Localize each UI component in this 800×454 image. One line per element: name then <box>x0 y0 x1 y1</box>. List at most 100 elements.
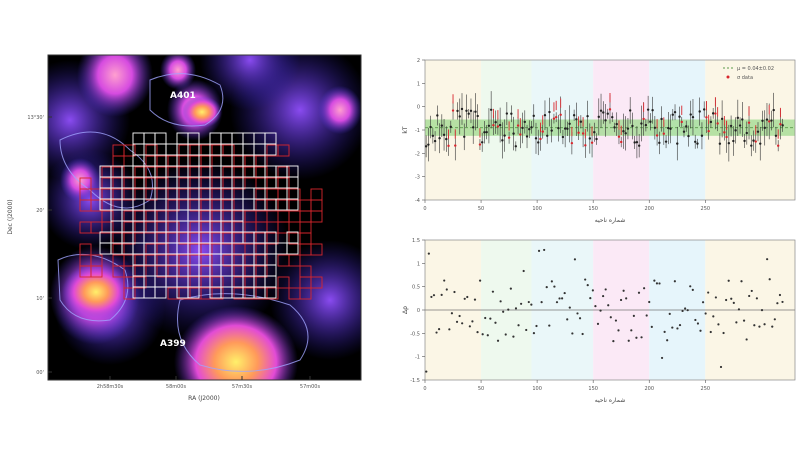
data-point <box>431 134 435 138</box>
data-point <box>673 110 677 114</box>
data-point <box>642 117 645 121</box>
data-point <box>443 279 446 282</box>
data-point <box>619 298 623 302</box>
data-point <box>494 321 497 324</box>
data-point <box>740 280 743 283</box>
data-point <box>584 278 587 281</box>
grid-cell-red <box>310 210 323 223</box>
data-point <box>478 279 482 282</box>
data-point <box>770 119 773 122</box>
grid-cell-white <box>154 286 167 299</box>
data-point <box>440 293 443 296</box>
grid-cell-red <box>156 243 169 256</box>
grid-cell-red <box>167 221 180 234</box>
grid-cell-red <box>90 265 103 278</box>
data-point <box>465 109 468 112</box>
data-point <box>588 137 592 140</box>
bottom-scatter-chart: 0 50 100 150 200 250 -1.5 -1 -0.5 0 0.5 1 1.5 شماره ن… <box>402 238 796 404</box>
data-point <box>625 297 628 300</box>
data-point <box>781 300 784 304</box>
data-point <box>485 130 488 134</box>
data-point <box>514 145 518 148</box>
data-point <box>763 323 766 326</box>
data-point <box>696 322 700 325</box>
cluster-map-panel: A401 A399 2h58m30s 58m00s 57m30s 57m00s 13°… <box>0 0 400 450</box>
data-point <box>572 114 576 117</box>
data-point <box>458 115 461 118</box>
data-point <box>568 306 571 309</box>
data-point <box>650 325 653 328</box>
map-y-tick-label: 20' <box>36 208 44 214</box>
data-point <box>681 309 684 313</box>
data-point <box>714 296 717 299</box>
map-y-ticks: 13°30' 20' 10' 00' <box>27 115 52 376</box>
emission-blob <box>318 85 361 135</box>
data-point <box>712 315 715 318</box>
data-point <box>738 124 742 127</box>
data-point <box>525 328 528 332</box>
data-point <box>727 142 731 145</box>
data-point <box>651 109 654 112</box>
emission-blobs <box>48 55 361 380</box>
emission-blob <box>77 55 153 117</box>
grid-cell-red <box>277 221 290 234</box>
data-point <box>734 129 737 132</box>
grid-cell-red <box>123 144 136 157</box>
data-point <box>680 120 683 124</box>
data-point <box>545 286 548 289</box>
data-point <box>563 127 567 130</box>
y-tick-label: -3 <box>415 175 420 181</box>
data-point <box>614 319 618 322</box>
data-point <box>643 287 646 290</box>
data-point <box>548 110 551 114</box>
data-point <box>541 130 544 133</box>
data-point <box>436 114 439 117</box>
data-point <box>440 124 444 127</box>
data-point <box>591 289 594 292</box>
grid-cell-white <box>264 143 277 156</box>
data-point <box>480 141 484 144</box>
data-point <box>732 139 735 143</box>
data-point <box>660 356 664 360</box>
data-point <box>722 331 725 335</box>
data-point <box>568 122 571 125</box>
data-point <box>741 118 744 121</box>
legend-label: μ = 0.04±0.02 <box>737 66 774 72</box>
data-point <box>640 336 643 339</box>
data-point <box>519 133 522 136</box>
data-point <box>599 109 603 112</box>
data-point <box>586 283 589 287</box>
map-frame <box>47 54 362 381</box>
data-point <box>514 307 518 310</box>
data-point <box>528 127 531 131</box>
data-point <box>765 118 769 121</box>
data-point <box>707 291 710 294</box>
data-point <box>578 317 582 320</box>
map-y-tick-label: 13°30' <box>27 115 44 121</box>
data-point <box>543 114 547 117</box>
data-point <box>725 298 728 302</box>
data-point <box>512 335 515 338</box>
data-point <box>644 123 648 127</box>
grid-cell-red <box>310 276 323 289</box>
data-point <box>604 288 607 291</box>
data-point <box>736 116 740 120</box>
data-point <box>577 131 580 134</box>
grid-cell-white <box>176 253 189 266</box>
data-point <box>474 110 477 113</box>
data-point <box>653 279 656 282</box>
y-tick-label: 2 <box>417 58 420 64</box>
data-point <box>768 278 771 281</box>
y-tick-label: 1 <box>417 261 420 267</box>
data-point <box>539 137 542 141</box>
data-point <box>435 331 438 334</box>
data-point <box>476 114 479 118</box>
map-y-label: Dec (J2000) <box>7 199 14 234</box>
y-tick-label: 0.5 <box>412 285 420 291</box>
data-point <box>698 110 701 113</box>
grid-cell-red <box>134 276 147 289</box>
data-point <box>655 282 659 285</box>
data-point <box>450 312 454 315</box>
data-point <box>778 293 782 297</box>
grid-cell-red <box>123 188 136 201</box>
